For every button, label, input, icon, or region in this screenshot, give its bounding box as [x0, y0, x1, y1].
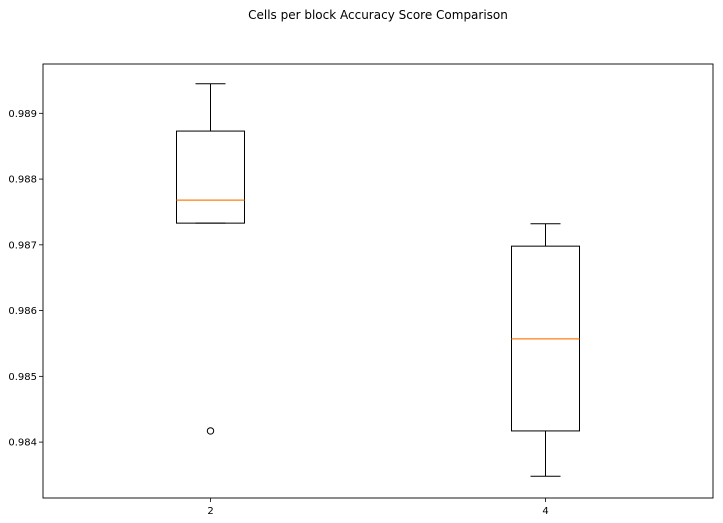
y-tick-label: 0.989	[8, 109, 37, 120]
box-2	[176, 83, 245, 435]
outlier-point	[206, 427, 215, 435]
iqr-box	[176, 130, 245, 224]
box-series	[176, 83, 580, 477]
chart-title: Cells per block Accuracy Score Compariso…	[248, 8, 508, 22]
x-tick-label: 4	[542, 506, 548, 517]
y-tick-label: 0.985	[8, 372, 37, 383]
y-tick-label: 0.988	[8, 175, 37, 186]
y-tick-label: 0.984	[8, 438, 37, 449]
plot-area-frame	[42, 63, 714, 499]
y-axis: 0.984 0.985 0.986 0.987 0.988 0.989	[8, 109, 43, 449]
y-tick-label: 0.987	[8, 240, 37, 251]
y-tick-label: 0.986	[8, 306, 37, 317]
box-4	[511, 223, 580, 477]
x-tick-label: 2	[207, 506, 213, 517]
